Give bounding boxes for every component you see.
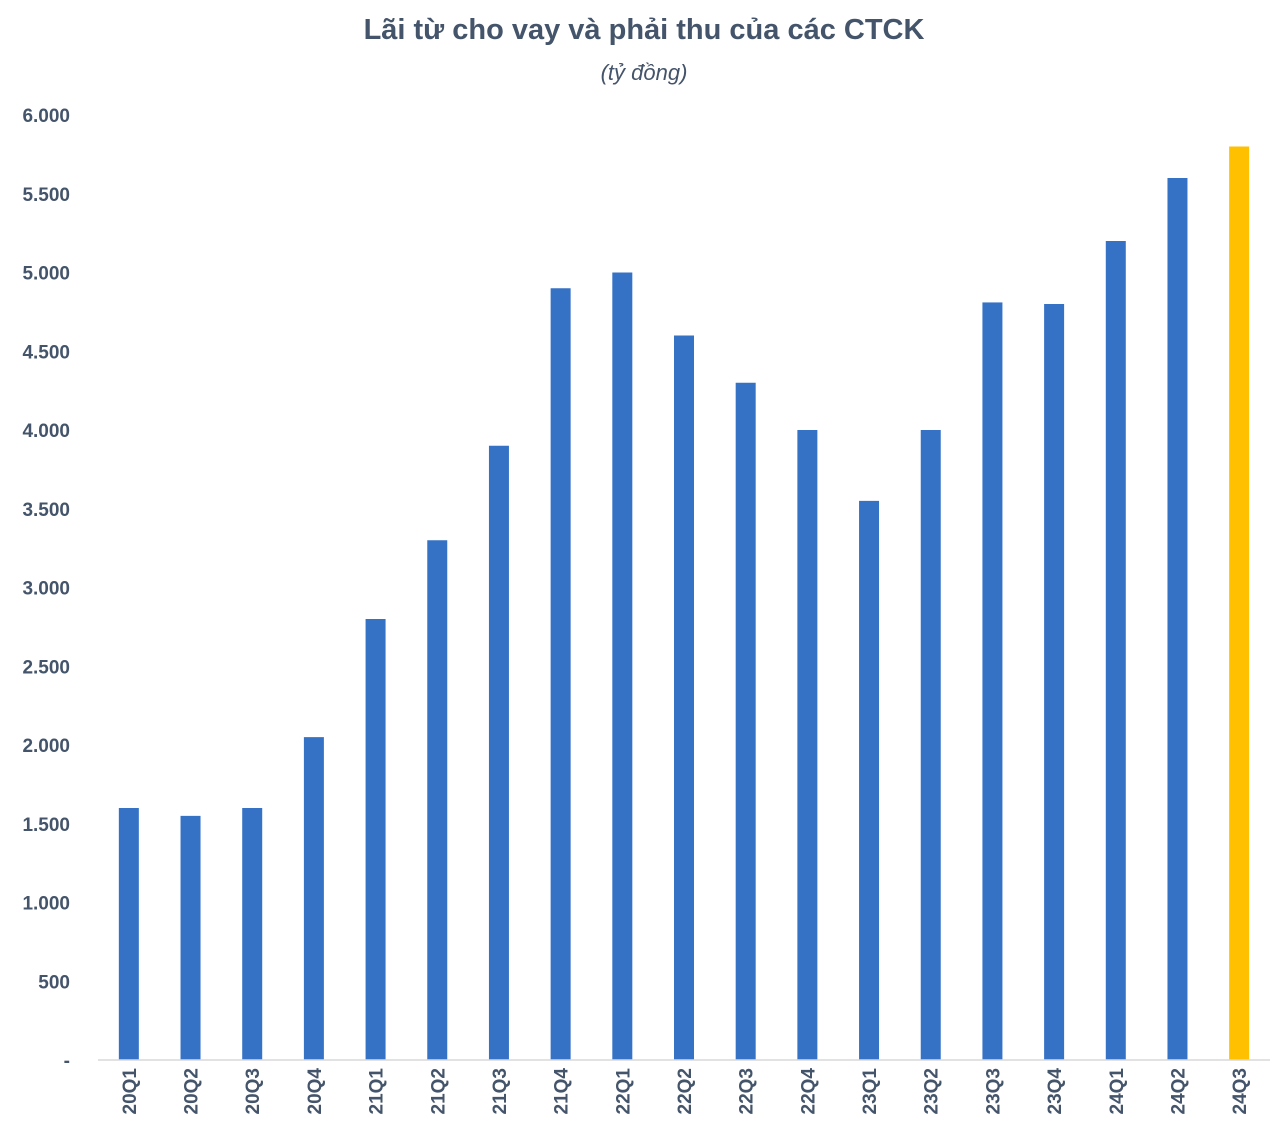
bar-22q1 — [612, 272, 633, 1060]
x-tick-label: 23Q2 — [922, 1068, 943, 1114]
x-tick-label: 24Q2 — [1168, 1068, 1189, 1114]
bar-23q4 — [1044, 304, 1065, 1060]
bar-21q1 — [365, 619, 386, 1060]
bar-24q2 — [1167, 178, 1188, 1060]
y-tick-label: 500 — [38, 972, 70, 993]
bar-20q4 — [303, 737, 324, 1060]
y-tick-label: - — [64, 1051, 70, 1072]
bar-21q2 — [427, 540, 448, 1060]
chart-title: Lãi từ cho vay và phải thu của các CTCK — [363, 14, 925, 46]
bar-21q4 — [550, 288, 571, 1060]
x-axis: 20Q1 20Q2 20Q3 20Q4 21Q1 21Q2 21Q3 21Q4 22Q1 22Q2… — [120, 1068, 1251, 1115]
y-tick-label: 1.500 — [22, 815, 70, 836]
chart-subtitle: (tỷ đồng) — [600, 60, 688, 85]
x-tick-label: 21Q3 — [490, 1068, 511, 1114]
bar-20q1 — [118, 808, 139, 1060]
x-tick-label: 20Q3 — [243, 1068, 264, 1114]
y-axis: - 500 1.000 1.500 2.000 2.500 3.000 3.500 4.000 4… — [22, 106, 70, 1072]
bar-21q3 — [488, 445, 509, 1060]
x-tick-label: 20Q1 — [120, 1068, 141, 1115]
y-tick-label: 4.500 — [22, 342, 70, 363]
y-tick-label: 6.000 — [22, 106, 70, 127]
bar-20q3 — [242, 808, 263, 1060]
bar-22q4 — [797, 430, 818, 1060]
bar-22q2 — [674, 335, 694, 1060]
x-tick-label: 21Q1 — [367, 1068, 388, 1115]
bar-20q2 — [180, 815, 201, 1060]
bar-23q2 — [920, 430, 941, 1060]
y-tick-label: 1.000 — [22, 894, 70, 915]
x-tick-label: 22Q3 — [737, 1068, 758, 1114]
bar-23q1 — [859, 500, 880, 1060]
x-tick-label: 23Q3 — [983, 1068, 1004, 1114]
bar-22q3 — [735, 382, 756, 1060]
x-tick-label: 22Q1 — [613, 1068, 634, 1115]
y-tick-label: 3.500 — [22, 500, 70, 521]
y-tick-label: 2.000 — [22, 736, 70, 757]
x-tick-label: 24Q1 — [1107, 1068, 1128, 1115]
bar-23q3 — [982, 302, 1003, 1060]
y-tick-label: 2.500 — [22, 657, 70, 678]
x-tick-label: 20Q2 — [182, 1068, 203, 1114]
x-tick-label: 21Q4 — [552, 1068, 573, 1115]
y-tick-label: 3.000 — [22, 579, 70, 600]
x-tick-label: 23Q4 — [1045, 1068, 1066, 1115]
x-tick-label: 24Q3 — [1230, 1068, 1251, 1114]
x-tick-label: 22Q4 — [798, 1068, 819, 1115]
x-tick-label: 23Q1 — [860, 1068, 881, 1115]
bar-24q1 — [1105, 241, 1126, 1060]
x-tick-label: 21Q2 — [428, 1068, 449, 1114]
x-tick-label: 22Q2 — [675, 1068, 696, 1114]
x-tick-label: 20Q4 — [305, 1068, 326, 1115]
y-tick-label: 5.000 — [22, 264, 70, 285]
bars — [118, 146, 1250, 1060]
y-tick-label: 5.500 — [22, 185, 70, 206]
bar-24q3 — [1229, 146, 1250, 1060]
y-tick-label: 4.000 — [22, 421, 70, 442]
